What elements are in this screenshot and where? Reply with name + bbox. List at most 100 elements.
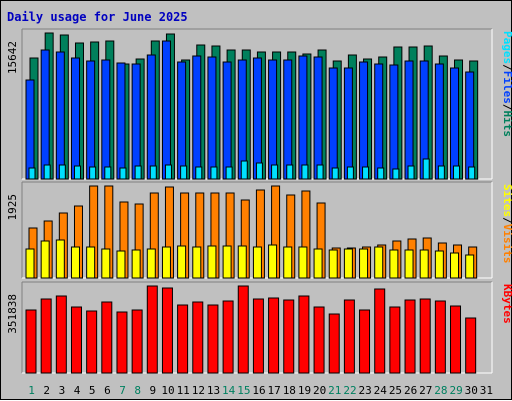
day-label-21: 21 (328, 384, 341, 397)
chart-title: Daily usage for June 2025 (7, 10, 188, 24)
day-label-18: 18 (283, 384, 296, 397)
bar-sites-day-24 (374, 246, 384, 279)
panel-2: 1925 (6, 181, 493, 279)
bar-pages-day-17 (271, 164, 279, 180)
day-label-15: 15 (237, 384, 250, 397)
bar-sites-day-21 (328, 249, 338, 279)
bar-kbytes-day-29 (450, 305, 462, 374)
bar-pages-day-24 (377, 167, 385, 180)
day-label-30: 30 (465, 384, 478, 397)
bar-files-day-13 (207, 56, 217, 180)
bar-sites-day-18 (283, 246, 293, 279)
bar-pages-day-16 (255, 162, 263, 180)
bar-sites-day-5 (86, 246, 96, 279)
day-label-27: 27 (419, 384, 432, 397)
bar-sites-day-11 (177, 245, 187, 279)
day-label-31: 31 (480, 384, 493, 397)
bar-files-day-8 (131, 63, 141, 180)
legend-1: Pages/Files/Hits (501, 31, 512, 137)
bar-sites-day-27 (419, 249, 429, 279)
bar-sites-day-1 (25, 248, 35, 279)
bar-files-day-6 (101, 59, 111, 180)
bar-sites-day-2 (40, 240, 50, 279)
bar-sites-day-20 (313, 248, 323, 279)
bar-files-day-29 (450, 67, 460, 180)
day-label-9: 9 (150, 384, 157, 397)
bar-pages-day-15 (240, 160, 248, 180)
day-label-11: 11 (177, 384, 190, 397)
day-label-2: 2 (43, 384, 50, 397)
bar-kbytes-day-14 (222, 300, 234, 374)
day-label-28: 28 (434, 384, 447, 397)
bar-sites-day-30 (465, 254, 475, 279)
bar-sites-day-19 (298, 246, 308, 279)
bar-pages-day-19 (301, 164, 309, 180)
bar-files-day-5 (86, 60, 96, 180)
bar-sites-day-14 (222, 245, 232, 279)
bar-files-day-19 (298, 55, 308, 180)
bar-files-day-3 (55, 51, 65, 180)
bar-sites-day-10 (161, 246, 171, 279)
legend-separator: / (501, 64, 512, 71)
bar-files-day-4 (70, 57, 80, 180)
bar-pages-day-12 (195, 166, 203, 180)
bar-pages-day-26 (407, 165, 415, 180)
y-max-label: 351838 (6, 294, 19, 334)
day-label-12: 12 (192, 384, 205, 397)
day-label-3: 3 (59, 384, 66, 397)
bar-pages-day-7 (119, 167, 127, 180)
bar-kbytes-day-21 (328, 313, 340, 374)
bar-sites-day-6 (101, 248, 111, 279)
bar-kbytes-day-10 (161, 287, 173, 374)
bar-kbytes-day-6 (101, 301, 113, 374)
bar-sites-day-15 (237, 245, 247, 279)
bar-pages-day-6 (104, 166, 112, 180)
bar-pages-day-29 (453, 165, 461, 180)
legend-separator: / (501, 217, 512, 224)
legend-visits: Visits (501, 224, 512, 264)
bar-kbytes-day-8 (131, 309, 143, 374)
bar-files-day-12 (192, 55, 202, 180)
bar-kbytes-day-12 (192, 301, 204, 374)
bar-pages-day-18 (286, 164, 294, 180)
bar-pages-day-10 (164, 164, 172, 180)
bar-kbytes-day-13 (207, 304, 219, 374)
legend-files: Files (501, 71, 512, 104)
bar-sites-day-8 (131, 249, 141, 279)
bar-pages-day-9 (149, 165, 157, 180)
day-label-29: 29 (449, 384, 462, 397)
day-label-6: 6 (104, 384, 111, 397)
bar-kbytes-day-23 (359, 309, 371, 374)
bar-kbytes-day-19 (298, 295, 310, 374)
bar-kbytes-day-11 (177, 304, 189, 374)
bar-files-day-17 (268, 59, 278, 180)
bar-sites-day-13 (207, 245, 217, 279)
bar-pages-day-21 (331, 167, 339, 180)
legend-kbytes: KBytes (501, 284, 512, 324)
y-max-label: 15642 (6, 41, 19, 74)
day-label-7: 7 (119, 384, 126, 397)
bar-files-day-1 (25, 79, 35, 180)
bar-kbytes-day-3 (55, 295, 67, 374)
bar-sites-day-17 (268, 244, 278, 279)
day-label-10: 10 (161, 384, 174, 397)
day-label-25: 25 (389, 384, 402, 397)
bar-files-day-23 (359, 61, 369, 180)
bar-pages-day-27 (422, 158, 430, 180)
bar-pages-day-3 (58, 164, 66, 180)
bar-pages-day-5 (89, 166, 97, 180)
bar-sites-day-3 (55, 239, 65, 279)
day-label-20: 20 (313, 384, 326, 397)
bar-pages-day-25 (392, 168, 400, 180)
legend-separator: / (501, 104, 512, 111)
bar-files-day-18 (283, 59, 293, 180)
day-label-5: 5 (89, 384, 96, 397)
day-label-26: 26 (404, 384, 417, 397)
day-label-16: 16 (252, 384, 265, 397)
bar-pages-day-22 (346, 166, 354, 180)
bar-kbytes-day-1 (25, 309, 37, 374)
bar-sites-day-16 (252, 246, 262, 279)
bar-files-day-16 (252, 57, 262, 180)
bar-kbytes-day-28 (434, 300, 446, 374)
panel-1: 15642 (6, 28, 493, 180)
